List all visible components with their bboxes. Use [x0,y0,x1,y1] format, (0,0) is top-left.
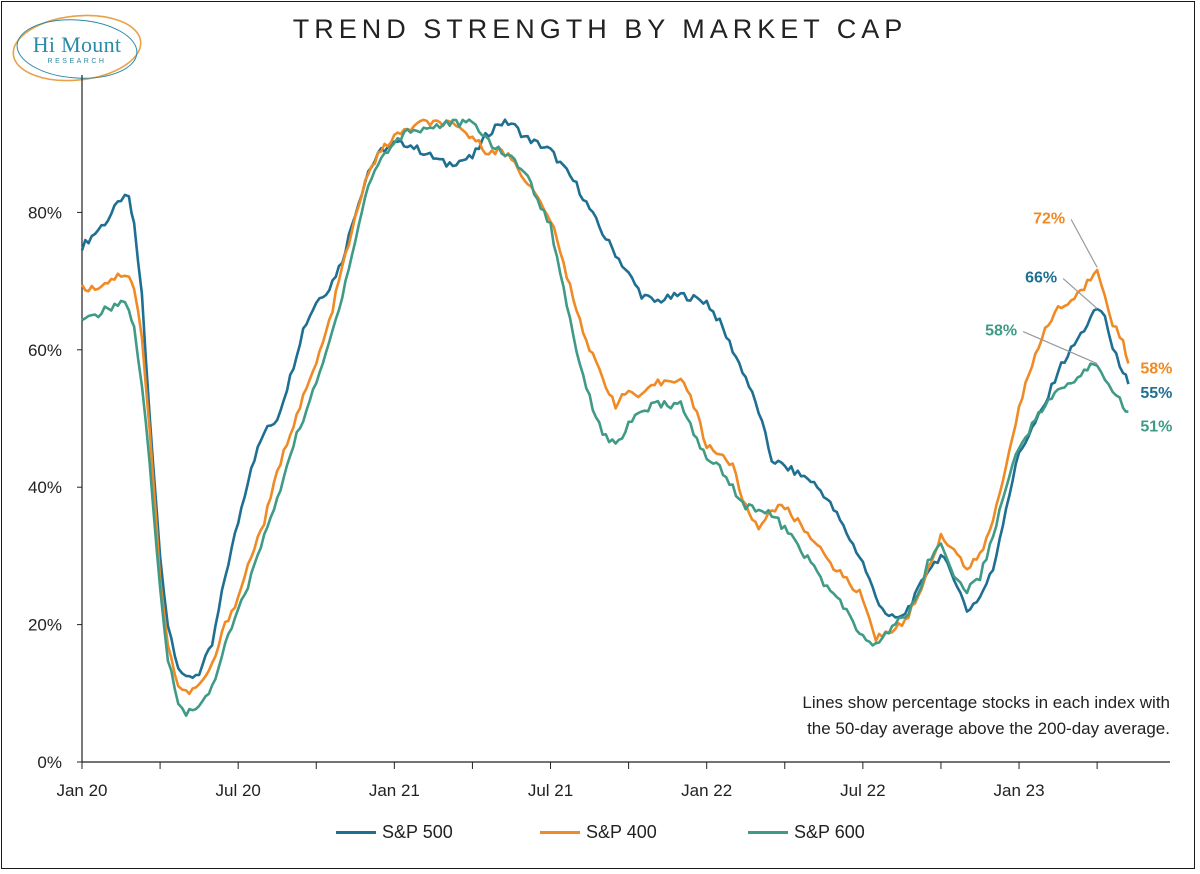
annotation-label: 58% [1140,361,1172,378]
annotation-label: 66% [1025,270,1057,287]
y-tick-label: 80% [28,203,62,222]
logo-ring [12,14,142,82]
y-tick-label: 0% [37,753,62,772]
x-tick-label: Jul 22 [840,781,885,800]
legend-item-sp500: S&P 500 [336,822,453,843]
annotation-label: 55% [1140,385,1172,402]
legend-item-sp600: S&P 600 [748,822,865,843]
sp400-line [80,118,1130,696]
x-tick-label: Jan 20 [56,781,107,800]
annotation-leader [1062,278,1098,310]
annotation-label: 72% [1033,210,1065,227]
chart-note-line1: Lines show percentage stocks in each ind… [802,693,1170,712]
logo-name: Hi Mount [32,32,122,57]
logo-subtitle: RESEARCH [47,58,107,65]
x-tick-label: Jul 21 [528,781,573,800]
legend-label-sp600: S&P 600 [794,822,865,842]
x-tick-label: Jul 20 [215,781,260,800]
chart-note-line2: the 50-day average above the 200-day ave… [807,719,1170,738]
annotation-label: 58% [985,323,1017,340]
chart-title: TREND STRENGTH BY MARKET CAP [292,14,908,44]
y-tick-label: 60% [28,341,62,360]
legend-item-sp400: S&P 400 [540,822,657,843]
x-tick-label: Jan 22 [681,781,732,800]
annotation-label: 51% [1140,419,1172,436]
legend-label-sp400: S&P 400 [586,822,657,842]
sp500-line [80,118,1130,679]
y-tick-label: 40% [28,478,62,497]
chart-note: Lines show percentage stocks in each ind… [730,690,1170,742]
brand-logo: Hi Mount RESEARCH [10,12,144,84]
legend-swatch-sp400 [540,831,580,834]
annotation-leader [1070,219,1098,268]
x-tick-label: Jan 23 [994,781,1045,800]
chart-legend: S&P 500 S&P 400 S&P 600 [0,822,1200,846]
x-tick-label: Jan 21 [369,781,420,800]
y-tick-label: 20% [28,616,62,635]
legend-label-sp500: S&P 500 [382,822,453,842]
sp600-line [81,118,1129,717]
annotation-leader [1022,330,1098,365]
legend-swatch-sp600 [748,831,788,834]
legend-swatch-sp500 [336,831,376,834]
